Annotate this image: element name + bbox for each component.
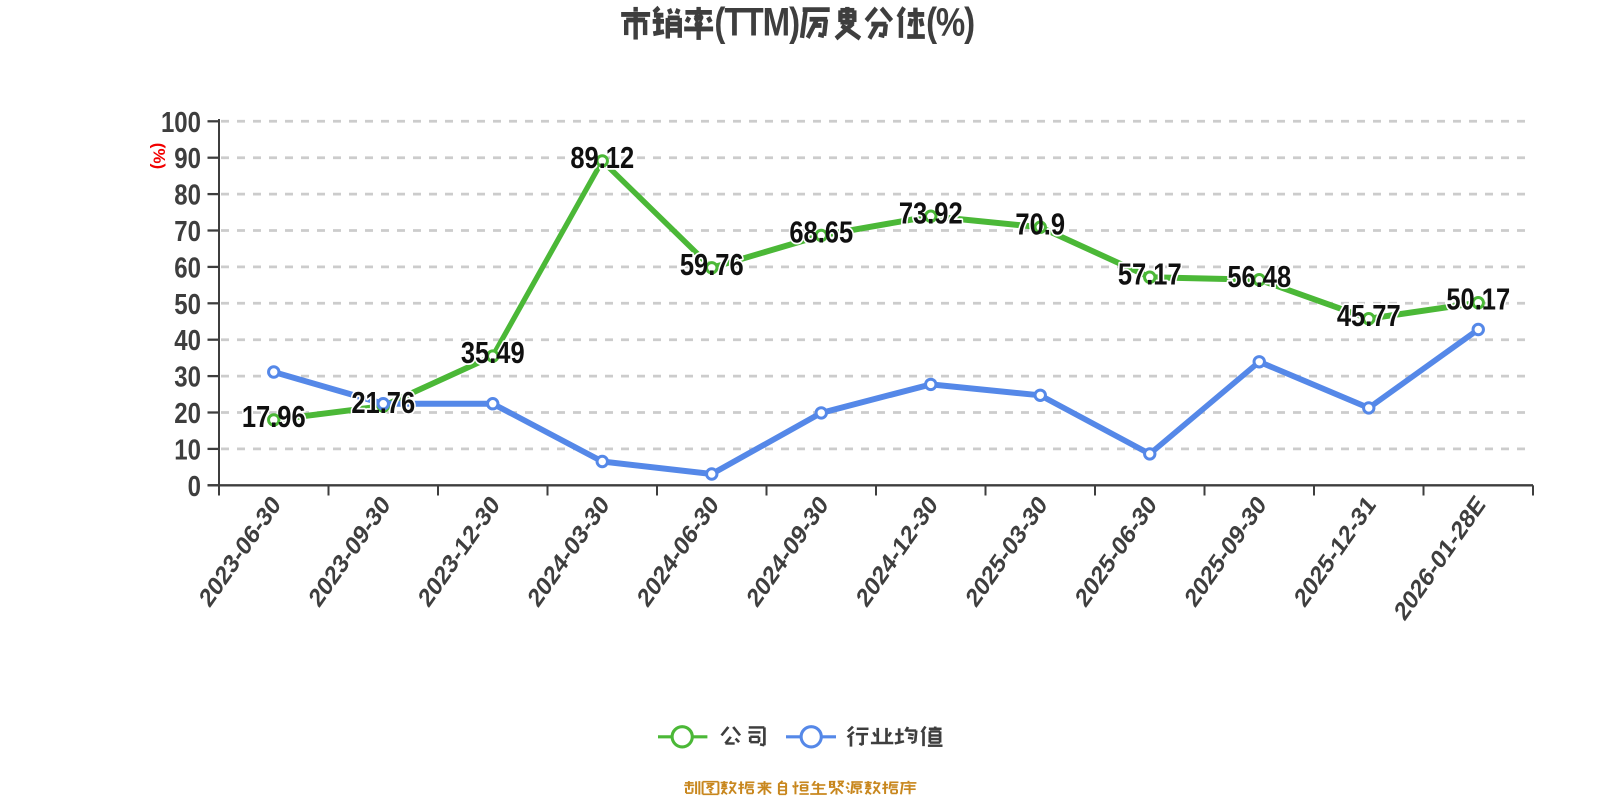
svg-text:(TTM): (TTM): [714, 0, 800, 44]
svg-text:10: 10: [174, 433, 201, 466]
svg-text:2023-09-30: 2023-09-30: [304, 491, 395, 613]
svg-text:2023-06-30: 2023-06-30: [195, 491, 286, 613]
svg-text:30: 30: [174, 361, 201, 394]
svg-text:45.77: 45.77: [1337, 299, 1401, 333]
svg-text:40: 40: [174, 324, 201, 357]
svg-text:50.17: 50.17: [1446, 283, 1510, 317]
svg-text:2024-06-30: 2024-06-30: [633, 491, 724, 613]
svg-text:70: 70: [174, 215, 201, 248]
svg-text:56.48: 56.48: [1227, 260, 1291, 294]
svg-text:68.65: 68.65: [789, 215, 853, 249]
svg-text:90: 90: [174, 142, 201, 175]
svg-text:20: 20: [174, 397, 201, 430]
svg-text:100: 100: [161, 106, 201, 139]
svg-text:2024-12-30: 2024-12-30: [852, 491, 943, 613]
svg-text:(%): (%): [926, 0, 975, 44]
svg-text:0: 0: [188, 470, 201, 503]
svg-text:35.49: 35.49: [461, 336, 525, 370]
svg-text:21.76: 21.76: [351, 386, 415, 420]
svg-text:2024-03-30: 2024-03-30: [523, 491, 614, 613]
svg-text:17.96: 17.96: [242, 400, 306, 434]
svg-text:73.92: 73.92: [899, 196, 963, 230]
svg-text:2023-12-30: 2023-12-30: [414, 491, 505, 613]
svg-text:(%): (%): [150, 143, 169, 169]
svg-text:2025-09-30: 2025-09-30: [1180, 491, 1271, 613]
svg-text:57.17: 57.17: [1118, 257, 1182, 291]
svg-text:59.76: 59.76: [680, 248, 744, 282]
svg-text:2025-06-30: 2025-06-30: [1071, 491, 1162, 613]
svg-text:2025-03-30: 2025-03-30: [961, 491, 1052, 613]
svg-text:60: 60: [174, 251, 201, 284]
svg-text:2024-09-30: 2024-09-30: [742, 491, 833, 613]
svg-text:2026-01-28E: 2026-01-28E: [1390, 491, 1490, 627]
svg-text:2025-12-31: 2025-12-31: [1290, 491, 1381, 613]
svg-text:50: 50: [174, 288, 201, 321]
svg-text:80: 80: [174, 179, 201, 212]
svg-text:70.9: 70.9: [1015, 207, 1065, 241]
svg-text:89.12: 89.12: [570, 141, 634, 175]
